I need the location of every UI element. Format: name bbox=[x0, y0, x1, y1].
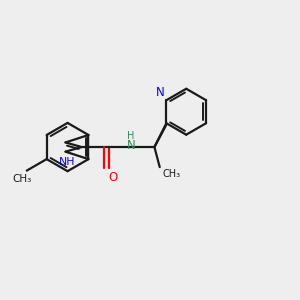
Text: N: N bbox=[127, 139, 135, 152]
Text: O: O bbox=[108, 171, 117, 184]
Text: CH₃: CH₃ bbox=[13, 174, 32, 184]
Text: CH₃: CH₃ bbox=[162, 169, 180, 179]
Text: NH: NH bbox=[59, 157, 75, 167]
Text: N: N bbox=[156, 86, 165, 99]
Text: H: H bbox=[127, 130, 135, 141]
